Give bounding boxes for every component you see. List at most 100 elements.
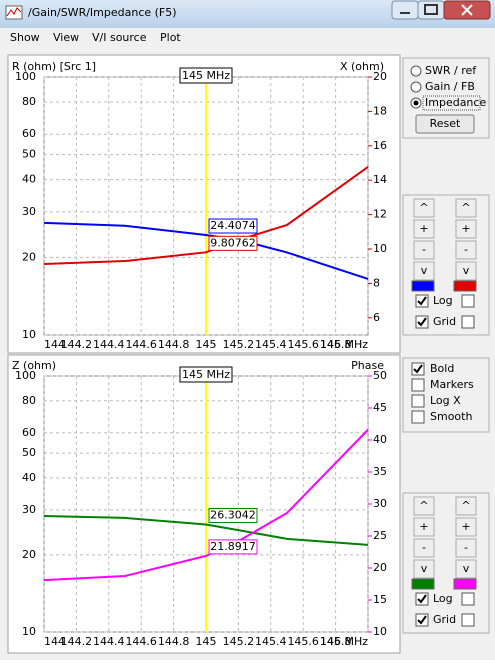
scale-button-label: - bbox=[422, 243, 426, 256]
series-line bbox=[43, 514, 369, 546]
y2-tick-label: 14 bbox=[373, 173, 387, 186]
scale-button[interactable] bbox=[413, 538, 435, 558]
x-tick-label: 145.4 bbox=[255, 635, 287, 648]
option-checkbox[interactable] bbox=[411, 394, 425, 408]
maximize-icon bbox=[424, 4, 438, 15]
reset-button[interactable] bbox=[415, 114, 475, 134]
cursor-label-box bbox=[179, 67, 233, 84]
grid-checkbox[interactable] bbox=[461, 315, 475, 329]
menu-item[interactable]: V/I source bbox=[92, 31, 147, 44]
x-tick-label: 145.2 bbox=[223, 635, 255, 648]
y-tick-label: 20 bbox=[22, 250, 36, 263]
scale-button-label: + bbox=[419, 222, 428, 235]
y-axis-label: R (ohm) [Src 1] bbox=[12, 60, 96, 73]
x-tick-label: 145.8 bbox=[320, 338, 352, 351]
scale-button[interactable] bbox=[413, 559, 435, 579]
scale-button-label: v bbox=[463, 264, 470, 277]
y-tick-label: 50 bbox=[22, 148, 36, 161]
y2-tick-label: 16 bbox=[373, 139, 387, 152]
y-tick-label: 60 bbox=[22, 426, 36, 439]
reset-label: Reset bbox=[430, 117, 461, 130]
cursor-value: 21.8917 bbox=[210, 540, 256, 553]
x-tick-label: 146 MHz bbox=[320, 635, 368, 648]
scale-button[interactable] bbox=[413, 240, 435, 260]
x-tick-label: 145 bbox=[196, 338, 217, 351]
cursor-value-box bbox=[208, 218, 258, 234]
y2-tick-label: 6 bbox=[373, 311, 380, 324]
radio-button[interactable] bbox=[410, 81, 422, 93]
log-checkbox[interactable] bbox=[461, 294, 475, 308]
y-tick-label: 10 bbox=[22, 625, 36, 638]
y-tick-label: 30 bbox=[22, 205, 36, 218]
x-tick-label: 144.8 bbox=[158, 338, 190, 351]
y-tick-label: 40 bbox=[22, 471, 36, 484]
app-icon bbox=[5, 5, 23, 20]
y2-axis-label: Phase bbox=[351, 359, 384, 372]
x-tick-label: 144.2 bbox=[61, 635, 93, 648]
series-color-swatch[interactable] bbox=[411, 578, 435, 590]
x-tick-label: 146 MHz bbox=[320, 338, 368, 351]
series-color-swatch[interactable] bbox=[453, 578, 477, 590]
y-tick-label: 30 bbox=[22, 503, 36, 516]
cursor-label: 145 MHz bbox=[182, 69, 230, 82]
scale-button-label: ^ bbox=[461, 499, 470, 512]
scale-button-label: - bbox=[422, 541, 426, 554]
option-checkbox[interactable] bbox=[411, 410, 425, 424]
scale-button[interactable] bbox=[413, 198, 435, 218]
y2-tick-label: 20 bbox=[373, 561, 387, 574]
minimize-button[interactable] bbox=[391, 0, 419, 20]
x-tick-label: 145.8 bbox=[320, 635, 352, 648]
y-tick-label: 60 bbox=[22, 127, 36, 140]
scale-button[interactable] bbox=[413, 219, 435, 239]
scale-button[interactable] bbox=[413, 261, 435, 281]
series-color-swatch[interactable] bbox=[411, 280, 435, 292]
maximize-button[interactable] bbox=[417, 0, 445, 20]
close-icon bbox=[461, 4, 473, 16]
option-checkbox[interactable] bbox=[411, 378, 425, 392]
cursor-value: 26.3042 bbox=[210, 508, 256, 521]
scale-button[interactable] bbox=[455, 496, 477, 516]
scale-button[interactable] bbox=[455, 240, 477, 260]
scale-button[interactable] bbox=[413, 517, 435, 537]
log-checkbox[interactable] bbox=[461, 592, 475, 606]
control-group bbox=[402, 57, 490, 139]
check-mark bbox=[417, 615, 427, 625]
x-tick-label: 145.6 bbox=[287, 635, 319, 648]
menu-item[interactable]: View bbox=[53, 31, 79, 44]
y2-tick-label: 45 bbox=[373, 401, 387, 414]
y-tick-label: 10 bbox=[22, 328, 36, 341]
check-mark bbox=[417, 296, 427, 306]
scale-button-label: - bbox=[464, 243, 468, 256]
scale-button[interactable] bbox=[455, 517, 477, 537]
scale-button[interactable] bbox=[455, 261, 477, 281]
check-mark bbox=[417, 317, 427, 327]
app-icon-graph bbox=[6, 7, 22, 17]
scale-button[interactable] bbox=[455, 219, 477, 239]
scale-button[interactable] bbox=[455, 198, 477, 218]
menu-bar bbox=[0, 28, 495, 49]
control-group bbox=[402, 357, 490, 433]
grid-checkbox[interactable] bbox=[461, 613, 475, 627]
scale-button-label: ^ bbox=[419, 201, 428, 214]
cursor-value-box bbox=[208, 539, 258, 555]
x-tick-label: 144.8 bbox=[158, 635, 190, 648]
series-color-swatch[interactable] bbox=[453, 280, 477, 292]
control-group bbox=[402, 194, 490, 336]
y-tick-label: 80 bbox=[22, 394, 36, 407]
scale-button[interactable] bbox=[455, 538, 477, 558]
x-tick-label: 144.4 bbox=[93, 338, 125, 351]
radio-label: Gain / FB bbox=[425, 80, 475, 93]
radio-button[interactable] bbox=[410, 65, 422, 77]
menu-item[interactable]: Plot bbox=[160, 31, 181, 44]
scale-button[interactable] bbox=[413, 496, 435, 516]
y-tick-label: 100 bbox=[15, 70, 36, 83]
radio-label: Impedance bbox=[425, 96, 486, 109]
scale-button[interactable] bbox=[455, 559, 477, 579]
y2-tick-label: 50 bbox=[373, 369, 387, 382]
x-tick-label: 144 bbox=[44, 635, 65, 648]
cursor-value: 24.4074 bbox=[210, 219, 256, 232]
checkbox-label: Log bbox=[433, 294, 453, 307]
menu-item[interactable]: Show bbox=[10, 31, 40, 44]
radio-dot bbox=[413, 100, 419, 106]
scale-button-label: - bbox=[464, 541, 468, 554]
